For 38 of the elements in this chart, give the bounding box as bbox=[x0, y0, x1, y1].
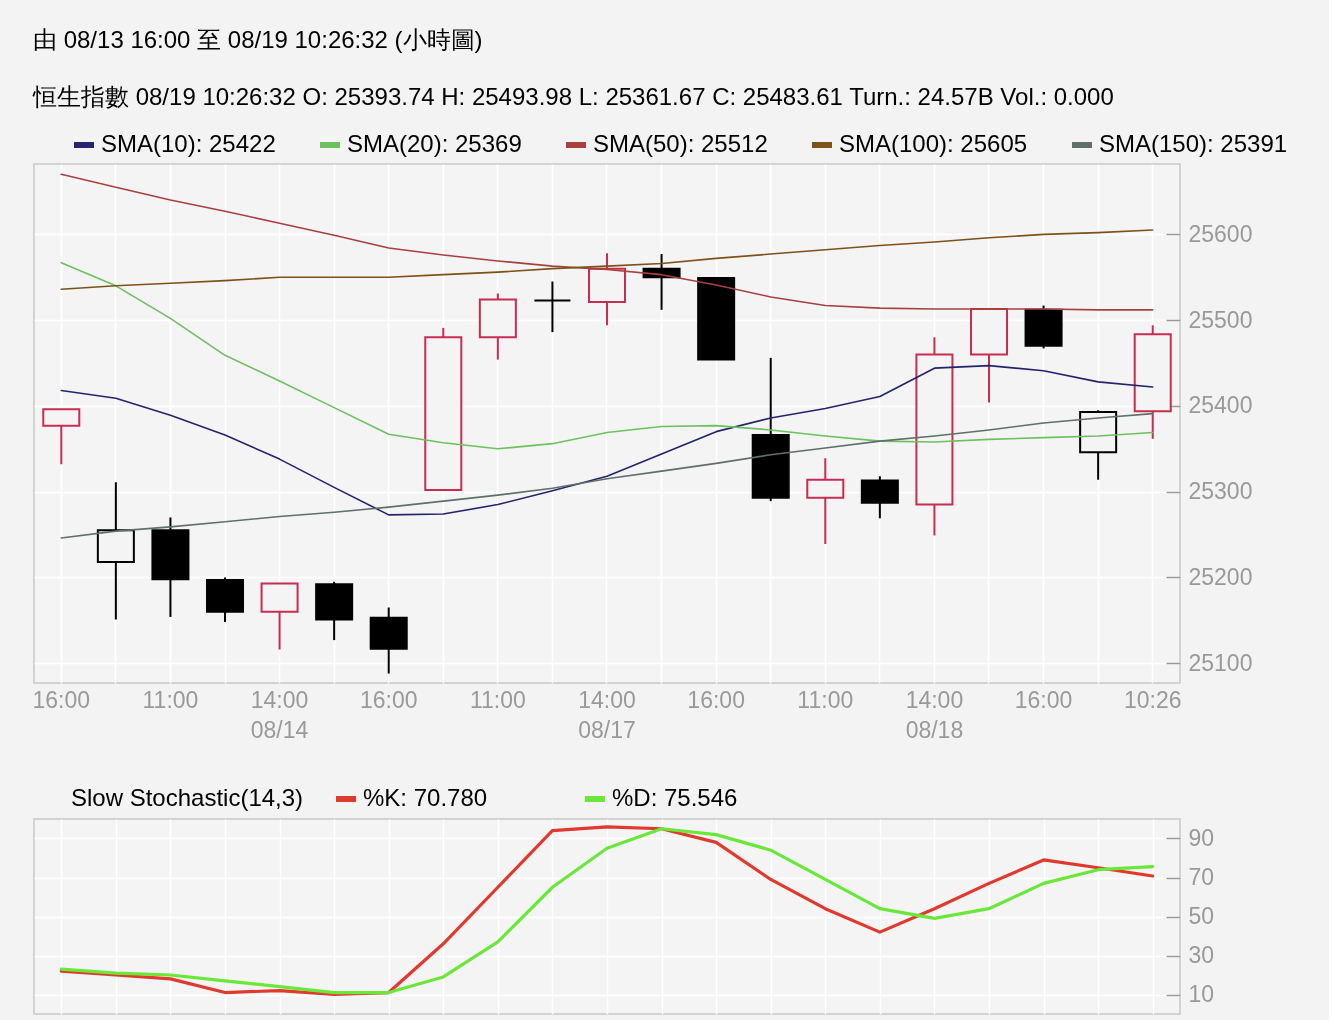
line-series bbox=[60, 412, 1154, 539]
x-tick-label: 16:00 bbox=[359, 686, 418, 713]
legend-label: %K: 70.780 bbox=[363, 784, 488, 811]
x-tick-label: 16:00 bbox=[32, 686, 91, 713]
y-tick-label: 25500 bbox=[1188, 306, 1253, 333]
legend-label: SMA(50): 25512 bbox=[593, 130, 768, 157]
x-tick-label: 11:00 bbox=[797, 686, 854, 713]
legend-label: SMA(10): 25422 bbox=[101, 130, 276, 157]
legend-label: SMA(100): 25605 bbox=[839, 130, 1028, 157]
x-tick-label: 14:00 08/14 bbox=[250, 686, 309, 743]
y-tick-label: 90 bbox=[1188, 825, 1215, 851]
x-tick-label: 10:26 bbox=[1123, 686, 1182, 713]
y-tick-label: 25300 bbox=[1188, 478, 1253, 505]
x-tick-label: 14:00 08/18 bbox=[905, 686, 964, 743]
candlestick bbox=[533, 280, 572, 334]
x-tick-label: 14:00 08/17 bbox=[578, 686, 636, 743]
chart-title: Slow Stochastic(14,3) bbox=[71, 784, 304, 811]
y-tick-label: 10 bbox=[1188, 981, 1215, 1007]
legend-label: SMA(150): 25391 bbox=[1099, 130, 1288, 157]
chart-subtitle: 恒生指數 08/19 10:26:32 O: 25393.74 H: 25493.98 L: 25361.67 C: 25483.61 Turn.: 24.57B Vol.: 0.000 bbox=[32, 83, 1114, 110]
line-series bbox=[60, 261, 1154, 450]
x-tick-label: 11:00 bbox=[142, 686, 199, 713]
y-tick-label: 25600 bbox=[1188, 220, 1253, 247]
line-series bbox=[60, 229, 1154, 291]
x-tick-label: 11:00 bbox=[469, 686, 526, 713]
y-tick-label: 30 bbox=[1188, 942, 1215, 968]
legend-label: SMA(20): 25369 bbox=[347, 130, 522, 157]
y-tick-label: 25200 bbox=[1188, 563, 1253, 590]
x-tick-label: 16:00 bbox=[1014, 686, 1073, 713]
y-tick-label: 50 bbox=[1188, 903, 1215, 929]
y-tick-label: 25400 bbox=[1188, 392, 1253, 419]
chart-title: 由 08/13 16:00 至 08/19 10:26:32 (小時圖) bbox=[33, 26, 483, 53]
line-series bbox=[60, 173, 1154, 311]
legend-label: %D: 75.546 bbox=[612, 784, 738, 811]
line-series bbox=[60, 364, 1154, 516]
y-tick-label: 25100 bbox=[1188, 649, 1253, 676]
y-tick-label: 70 bbox=[1188, 864, 1215, 890]
x-tick-label: 16:00 bbox=[687, 686, 745, 713]
